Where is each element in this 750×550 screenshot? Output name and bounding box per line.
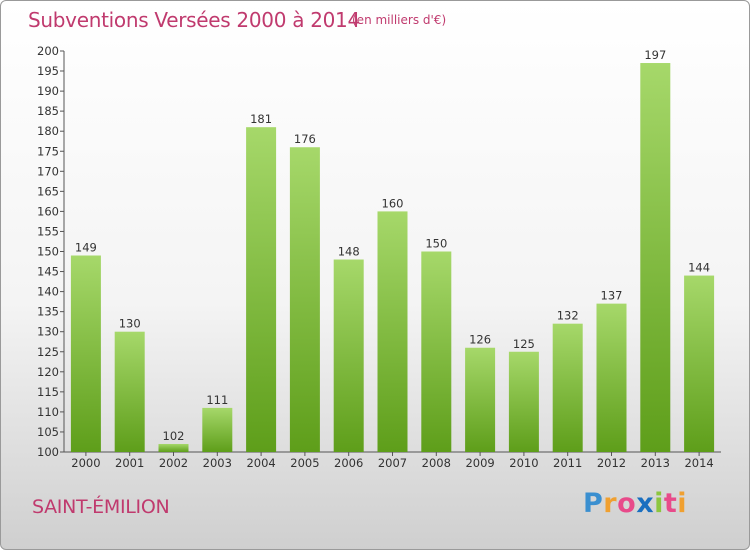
bars [70, 63, 715, 453]
logo-letter: x [636, 488, 655, 519]
x-tick-label: 2003 [203, 456, 232, 470]
logo-letter: P [583, 488, 604, 519]
bar [114, 331, 145, 452]
bar-value-label: 148 [338, 245, 360, 259]
bar-value-label: 160 [382, 196, 404, 210]
commune-name: SAINT-ÉMILION [32, 496, 170, 518]
bar [508, 351, 539, 452]
y-tick-label: 165 [37, 184, 59, 198]
bar-value-label: 176 [294, 132, 316, 146]
x-tick-label: 2009 [465, 456, 494, 470]
x-tick-label: 2002 [159, 456, 188, 470]
bar [684, 275, 715, 452]
bar-value-label: 102 [163, 429, 185, 443]
logo-letter: i [677, 488, 688, 519]
y-tick-label: 155 [37, 224, 59, 238]
y-tick-label: 135 [37, 305, 59, 319]
x-tick-label: 2012 [597, 456, 626, 470]
data-labels: 149 130 102 111 181 176 148 160 150 126 125 132 137 1… [75, 48, 710, 443]
y-tick-label: 110 [37, 405, 59, 419]
bar [158, 443, 189, 452]
bar-value-label: 111 [206, 393, 228, 407]
x-tick-label: 2013 [641, 456, 670, 470]
logo-letter: o [617, 488, 637, 519]
bar [289, 147, 320, 453]
y-tick-label: 120 [37, 365, 59, 379]
y-tick-label: 170 [37, 164, 59, 178]
y-tick-label: 105 [37, 425, 59, 439]
bar-value-label: 137 [601, 289, 623, 303]
y-axis: 100 105 110 115 120 125 130 135 140 145 150 155 160 1… [37, 44, 65, 459]
chart-title: Subventions Versées 2000 à 2014 [28, 8, 360, 32]
logo-letter: t [663, 488, 678, 519]
x-tick-label: 2011 [553, 456, 582, 470]
chart-subtitle: (en milliers d'€) [352, 13, 447, 27]
y-tick-label: 125 [37, 345, 59, 359]
bar-value-label: 132 [557, 309, 579, 323]
bar [552, 323, 583, 452]
x-tick-label: 2007 [378, 456, 407, 470]
bar [377, 211, 408, 452]
logo-letter: r [603, 488, 618, 519]
bar-value-label: 126 [469, 333, 491, 347]
y-tick-label: 100 [37, 445, 59, 459]
x-tick-label: 2004 [246, 456, 275, 470]
y-tick-label: 115 [37, 385, 59, 399]
bar [596, 303, 627, 452]
y-tick-label: 160 [37, 204, 59, 218]
y-tick-label: 150 [37, 245, 59, 259]
bar-value-label: 181 [250, 112, 272, 126]
bar [421, 251, 452, 452]
proxiti-logo: Proxiti [583, 488, 687, 519]
y-tick-label: 190 [37, 84, 59, 98]
y-tick-label: 180 [37, 124, 59, 138]
x-tick-label: 2005 [290, 456, 319, 470]
bar [465, 347, 496, 452]
x-tick-label: 2010 [509, 456, 538, 470]
bar-value-label: 130 [119, 317, 141, 331]
y-tick-label: 145 [37, 265, 59, 279]
bar-value-label: 144 [688, 261, 710, 275]
x-axis: 2000 2001 2002 2003 2004 2005 2006 2007 2008 2009… [64, 451, 721, 470]
bar [202, 407, 233, 452]
bar-value-label: 150 [425, 237, 447, 251]
y-tick-label: 185 [37, 104, 59, 118]
bar-value-label: 149 [75, 241, 97, 255]
bar-value-label: 197 [644, 48, 666, 62]
y-tick-label: 175 [37, 144, 59, 158]
bar [70, 255, 101, 452]
x-tick-label: 2006 [334, 456, 363, 470]
bar-value-label: 125 [513, 337, 535, 351]
y-tick-label: 195 [37, 64, 59, 78]
bar [246, 127, 277, 452]
x-tick-label: 2008 [422, 456, 451, 470]
x-tick-label: 2000 [71, 456, 100, 470]
y-tick-label: 130 [37, 325, 59, 339]
y-tick-label: 200 [37, 44, 59, 58]
y-tick-label: 140 [37, 285, 59, 299]
x-tick-label: 2001 [115, 456, 144, 470]
bar [333, 259, 364, 452]
bar [640, 63, 671, 452]
logo-letter: i [654, 488, 664, 519]
x-tick-label: 2014 [684, 456, 713, 470]
